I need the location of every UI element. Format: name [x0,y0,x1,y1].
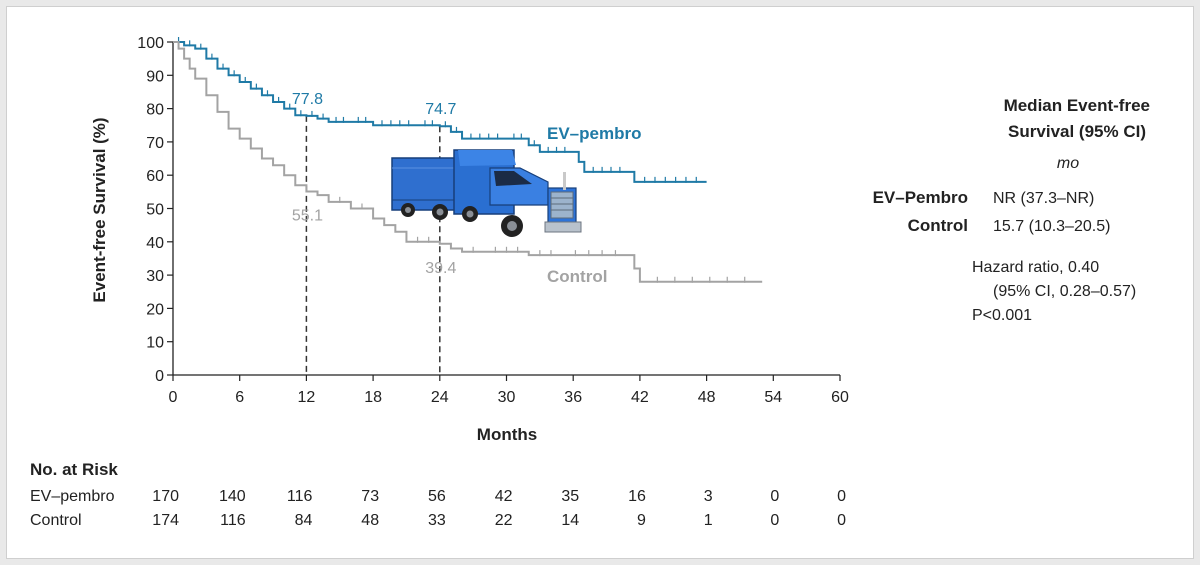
median-unit: mo [1057,155,1079,172]
x-tick-label: 42 [631,389,649,406]
risk-count: 56 [428,488,446,505]
risk-row-control-label: Control [30,512,82,529]
risk-count: 0 [770,512,779,529]
risk-count: 84 [295,512,313,529]
x-axis-label: Months [477,425,537,444]
x-tick-label: 36 [564,389,582,406]
risk-count: 16 [628,488,646,505]
control-curve [173,41,763,283]
y-tick-label: 70 [146,135,164,152]
risk-count: 116 [287,488,313,505]
risk-count: 0 [837,512,846,529]
risk-count: 9 [637,512,646,529]
p-value: P<0.001 [972,307,1032,324]
risk-count: 1 [704,512,713,529]
x-tick-label: 30 [498,389,516,406]
survival-curves [173,37,763,283]
risk-count: 33 [428,512,446,529]
risk-table-title: No. at Risk [30,460,118,479]
y-tick-label: 100 [137,35,164,52]
y-tick-label: 30 [146,268,164,285]
risk-count: 174 [152,512,179,529]
x-tick-label: 0 [169,389,178,406]
control-median-label: Control [908,216,968,235]
x-tick-label: 18 [364,389,382,406]
risk-count: 48 [361,512,379,529]
y-tick-label: 10 [146,335,164,352]
risk-count: 42 [495,488,513,505]
hazard-ratio: Hazard ratio, 0.40 [972,259,1099,276]
hazard-ratio-ci: (95% CI, 0.28–0.57) [993,283,1136,300]
truck-image [391,149,582,237]
landmark-value-label: 77.8 [292,91,323,108]
x-tick-label: 60 [831,389,849,406]
y-axis-label: Event-free Survival (%) [90,117,109,302]
risk-count: 35 [561,488,579,505]
landmark-guides [305,115,441,375]
y-tick-label: 0 [155,368,164,385]
y-tick-label: 40 [146,235,164,252]
risk-count: 116 [220,512,246,529]
x-tick-label: 48 [698,389,716,406]
risk-count: 0 [770,488,779,505]
x-tick-label: 54 [764,389,782,406]
risk-count: 14 [561,512,579,529]
ev-median-label: EV–Pembro [873,188,968,207]
ev-median-value: NR (37.3–NR) [993,190,1094,207]
ev-pembro-curve [173,41,707,183]
landmark-value-label: 55.1 [292,208,323,225]
y-tick-label: 20 [146,301,164,318]
risk-count: 0 [837,488,846,505]
y-tick-label: 60 [146,168,164,185]
median-panel: Median Event-free Survival (95% CI) mo E… [873,96,1150,324]
risk-table: No. at Risk EV–pembro Control 170 140 116 7… [30,460,846,529]
x-tick-label: 6 [235,389,244,406]
median-title-line1: Median Event-free [1004,96,1150,115]
risk-row-ev-label: EV–pembro [30,488,115,505]
risk-count: 3 [704,488,713,505]
median-title-line2: Survival (95% CI) [1008,122,1146,141]
y-tick-label: 50 [146,202,164,219]
risk-count: 140 [219,488,246,505]
risk-count: 22 [495,512,513,529]
chart-labels: 77.8 74.7 55.1 39.4 [292,91,457,277]
risk-count: 73 [361,488,379,505]
control-series-label: Control [547,267,607,286]
landmark-value-label: 74.7 [425,101,456,118]
x-tick-label: 24 [431,389,449,406]
y-tick-label: 80 [146,102,164,119]
control-median-value: 15.7 (10.3–20.5) [993,218,1110,235]
y-tick-label: 90 [146,68,164,85]
risk-count: 170 [152,488,179,505]
figure-frame [6,6,1194,559]
chart-axes: 0 10 20 30 40 50 60 70 80 90 100 0 6 12 18 24 30 36 42 48 54… [137,35,849,406]
ev-series-label: EV–pembro [547,124,641,143]
x-tick-label: 12 [298,389,316,406]
landmark-value-label: 39.4 [425,260,456,277]
